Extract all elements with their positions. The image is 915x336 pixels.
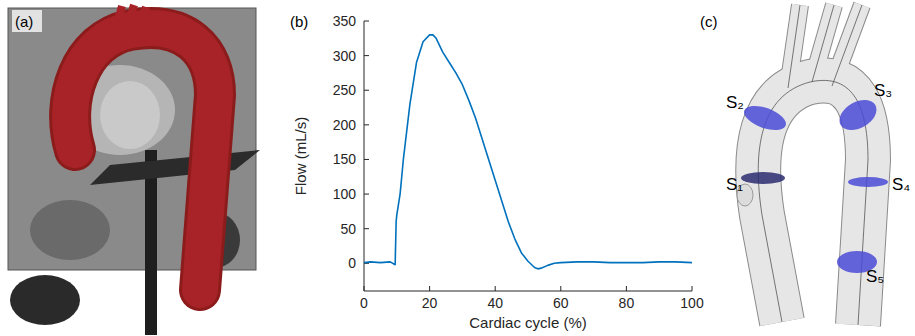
y-tick-label: 200 bbox=[333, 117, 357, 133]
section-label: S₅ bbox=[866, 267, 884, 286]
figure: (a) 0 50 100 150 200 250 300 350 0 20 40 60 80 100 Card… bbox=[0, 0, 915, 336]
x-tick bbox=[429, 286, 430, 291]
y-tick-label: 350 bbox=[333, 13, 357, 29]
aorta bbox=[70, 28, 215, 290]
plot-area bbox=[364, 35, 692, 269]
x-tick-label: 20 bbox=[422, 295, 438, 311]
y-tick bbox=[364, 90, 369, 91]
ct-tissue bbox=[30, 200, 110, 260]
centerline bbox=[832, 5, 862, 86]
panel-label: (a) bbox=[15, 13, 33, 30]
centerline bbox=[812, 5, 834, 82]
ct-tissue bbox=[100, 81, 160, 149]
x-tick bbox=[626, 286, 627, 291]
x-tick-label: 60 bbox=[553, 295, 569, 311]
y-tick bbox=[364, 124, 369, 125]
aorta-branches bbox=[118, 5, 146, 20]
y-tick bbox=[364, 21, 369, 22]
y-tick-label: 150 bbox=[333, 151, 357, 167]
y-tick bbox=[364, 159, 369, 160]
section-plane bbox=[848, 177, 888, 187]
section-label: S₁ bbox=[726, 175, 743, 194]
x-axis bbox=[364, 291, 692, 292]
panel-a: (a) bbox=[8, 5, 260, 335]
section-plane bbox=[834, 94, 882, 137]
section-label: S₂ bbox=[726, 93, 744, 112]
section-label: S₃ bbox=[874, 81, 892, 100]
ct-tissue bbox=[10, 275, 80, 325]
panel-label: (c) bbox=[700, 13, 718, 30]
x-tick-label: 40 bbox=[487, 295, 503, 311]
y-tick-label: 50 bbox=[340, 221, 356, 237]
y-tick-label: 100 bbox=[333, 186, 357, 202]
x-axis-title: Cardiac cycle (%) bbox=[469, 314, 587, 331]
aorta bbox=[70, 28, 215, 290]
ct-slice-plane bbox=[90, 150, 260, 185]
panel-b: 0 50 100 150 200 250 300 350 0 20 40 60 80 100 Cardiac… bbox=[290, 13, 704, 331]
y-tick-label: 250 bbox=[333, 82, 357, 98]
x-tick bbox=[692, 286, 693, 291]
flow-line bbox=[364, 35, 692, 269]
section-label: S₄ bbox=[892, 175, 910, 194]
section-plane bbox=[741, 101, 789, 135]
y-tick bbox=[364, 228, 369, 229]
y-tick-label: 300 bbox=[333, 48, 357, 64]
centerline bbox=[788, 5, 800, 88]
panel-label: (b) bbox=[290, 13, 308, 30]
x-tick-label: 100 bbox=[680, 295, 704, 311]
y-tick bbox=[364, 55, 369, 56]
x-tick-label: 80 bbox=[619, 295, 635, 311]
panel-c: S₁ S₂ S₃ S₄ S₅ (c) bbox=[700, 5, 910, 325]
y-tick bbox=[364, 194, 369, 195]
y-axis bbox=[364, 21, 365, 291]
section-plane bbox=[741, 172, 785, 184]
x-tick-label: 0 bbox=[360, 295, 368, 311]
y-tick-label: 0 bbox=[348, 255, 356, 271]
label-patch bbox=[12, 10, 42, 32]
y-axis-title: Flow (mL/s) bbox=[292, 117, 309, 195]
x-tick bbox=[495, 286, 496, 291]
x-tick bbox=[560, 286, 561, 291]
